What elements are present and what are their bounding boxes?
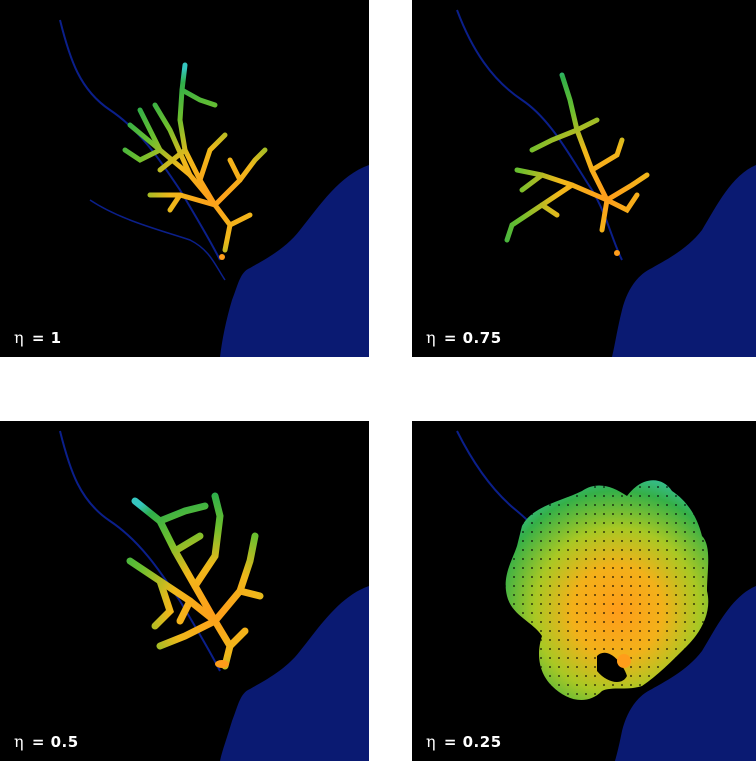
dla-growth-cluster xyxy=(122,62,268,253)
eta-label: η = 1 xyxy=(14,328,62,347)
eta-value: = 0.25 xyxy=(443,733,502,751)
growth-map-eta-0-75 xyxy=(456,9,756,357)
growth-map-eta-0-25 xyxy=(456,430,756,761)
panel-eta-1: η = 1 xyxy=(0,0,369,357)
eta-label: η = 0.25 xyxy=(426,732,502,751)
eta-symbol: η xyxy=(14,732,25,751)
panel-eta-0-5: η = 0.5 xyxy=(0,421,369,761)
water-body xyxy=(615,586,756,761)
eta-value: = 1 xyxy=(31,329,62,347)
dla-growth-cluster xyxy=(505,480,709,701)
dla-growth-cluster xyxy=(504,72,650,243)
seed-point xyxy=(215,660,229,668)
dla-growth-cluster xyxy=(126,492,264,670)
river xyxy=(59,430,221,672)
eta-label: η = 0.75 xyxy=(426,328,502,347)
eta-symbol: η xyxy=(14,328,25,347)
eta-symbol: η xyxy=(426,328,437,347)
growth-map-eta-1 xyxy=(59,19,369,357)
river-branch xyxy=(89,199,226,281)
panel-eta-0-25: η = 0.25 xyxy=(412,421,756,761)
seed-point xyxy=(614,250,620,256)
panel-eta-0-75: η = 0.75 xyxy=(412,0,756,357)
water-body xyxy=(220,165,369,357)
eta-value: = 0.5 xyxy=(31,733,79,751)
eta-symbol: η xyxy=(426,732,437,751)
river xyxy=(456,9,623,261)
river xyxy=(59,19,221,261)
seed-point xyxy=(617,654,631,668)
eta-label: η = 0.5 xyxy=(14,732,79,751)
water-body xyxy=(612,165,756,357)
water-body xyxy=(220,586,369,761)
seed-point xyxy=(219,254,225,260)
eta-value: = 0.75 xyxy=(443,329,502,347)
growth-map-eta-0-5 xyxy=(59,430,369,761)
